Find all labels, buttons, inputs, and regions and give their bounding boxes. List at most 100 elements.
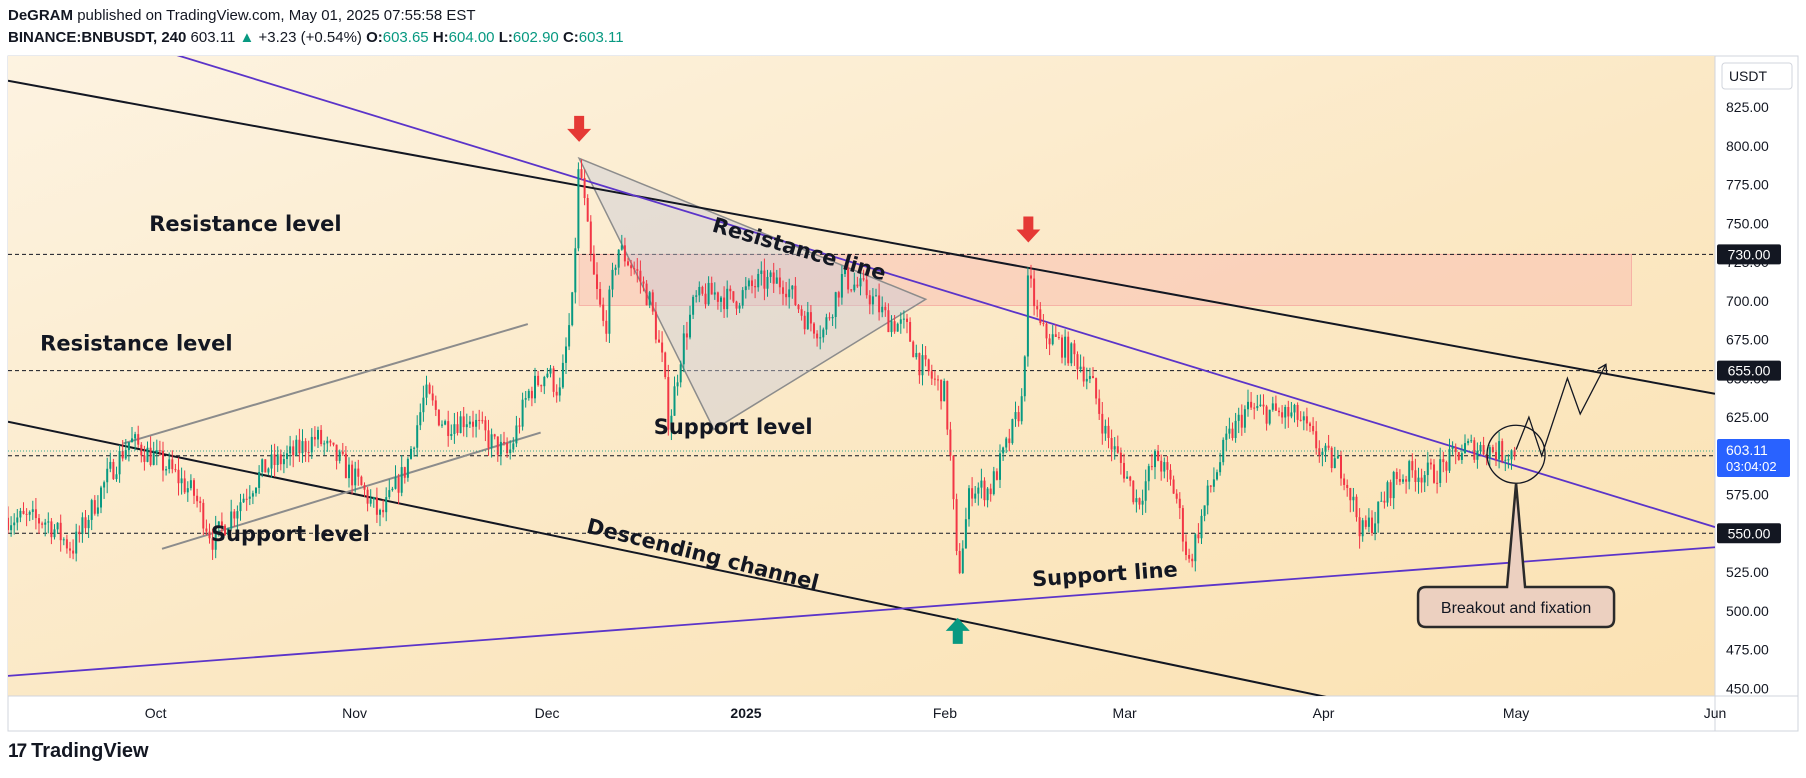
candle-body <box>496 436 499 455</box>
candle-body <box>813 323 815 334</box>
candle-body <box>1439 459 1442 483</box>
candle-body <box>1216 472 1218 480</box>
candle-body <box>230 511 233 529</box>
candle-body <box>1008 438 1011 444</box>
candle-body <box>592 253 595 275</box>
candle-body <box>332 442 335 445</box>
candle-body <box>19 510 22 518</box>
candle-body <box>270 454 273 469</box>
candle-body <box>1448 448 1451 471</box>
candle-body <box>450 434 453 437</box>
channel-lower <box>8 420 1327 696</box>
candle-body <box>59 522 62 541</box>
candle-body <box>1175 493 1178 499</box>
candle-body <box>155 450 158 453</box>
candle-body <box>1482 445 1485 455</box>
candle-body <box>227 528 230 535</box>
candle-body <box>481 420 484 422</box>
candle-body <box>1067 336 1070 364</box>
publisher-name[interactable]: DeGRAM <box>8 7 74 24</box>
candle-body <box>208 531 211 539</box>
candle-body <box>1225 433 1228 440</box>
candle-body <box>320 429 323 445</box>
candle-body <box>1017 412 1020 422</box>
channel-upper <box>8 79 1715 395</box>
candle-body <box>28 511 31 515</box>
candle-body <box>307 452 310 454</box>
price-tick-label: 450.00 <box>1726 680 1769 696</box>
candle-body <box>152 452 155 465</box>
candle-body <box>989 488 992 495</box>
candle-body <box>456 424 459 433</box>
candle-body <box>1113 446 1116 450</box>
candle-body <box>648 292 651 306</box>
candle-body <box>955 499 958 551</box>
candle-body <box>1330 447 1333 469</box>
close-label: C: <box>562 29 579 46</box>
candle-body <box>1371 517 1373 533</box>
candle-body <box>1005 438 1008 448</box>
candle-body <box>543 376 546 387</box>
candle-body <box>391 488 394 491</box>
time-tick-label: Nov <box>342 705 367 721</box>
candle-body <box>1172 479 1175 494</box>
candle-body <box>1166 462 1169 470</box>
change-up-icon: ▲ <box>239 29 255 46</box>
candle-body <box>1327 445 1330 448</box>
candle-body <box>1234 420 1237 439</box>
tradingview-logo[interactable]: 17 TradingView <box>8 740 149 763</box>
candle-body <box>692 296 695 315</box>
candle-body <box>22 510 25 514</box>
candle-body <box>413 447 416 449</box>
candle-body <box>56 522 59 530</box>
candle-body <box>896 323 899 332</box>
candle-body <box>800 309 803 316</box>
level-price-tag-text: 730.00 <box>1728 246 1771 262</box>
candle-body <box>360 476 363 486</box>
candle-body <box>1358 517 1361 537</box>
candle-body <box>704 293 707 305</box>
candle-body <box>338 451 341 461</box>
candle-body <box>642 281 645 284</box>
candle-body <box>667 377 670 430</box>
candle-body <box>980 480 983 488</box>
candle-body <box>1147 466 1150 482</box>
candle-body <box>298 439 301 454</box>
candle-body <box>1119 452 1122 463</box>
candle-body <box>38 518 40 524</box>
candle-body <box>1296 404 1299 420</box>
candle-body <box>1144 481 1147 501</box>
candle-body <box>540 385 543 387</box>
candle-body <box>893 321 896 332</box>
resistance-zone <box>578 253 1632 306</box>
time-tick-label: Jun <box>1704 705 1727 721</box>
candle-body <box>524 398 527 400</box>
candle-body <box>465 424 468 428</box>
candle-body <box>589 221 592 254</box>
low-label: L: <box>498 29 513 46</box>
candle-body <box>171 459 174 470</box>
candle-body <box>1036 306 1039 310</box>
candle-body <box>1318 448 1321 456</box>
candle-body <box>276 454 279 465</box>
candle-body <box>1374 523 1377 533</box>
candle-body <box>1057 336 1060 338</box>
candle-body <box>90 500 93 520</box>
candle-body <box>698 286 701 296</box>
candle-body <box>1361 520 1364 537</box>
candle-body <box>509 449 512 454</box>
candle-body <box>1178 498 1181 509</box>
candle-body <box>44 522 47 525</box>
symbol-label[interactable]: BINANCE:BNBUSDT, 240 <box>8 29 187 46</box>
candle-body <box>930 371 933 379</box>
last-price-tag <box>1717 438 1790 477</box>
candle-body <box>695 295 698 297</box>
candle-body <box>1290 412 1293 417</box>
candle-body <box>1259 404 1262 407</box>
candle-body <box>1402 479 1404 482</box>
candle-body <box>369 499 372 504</box>
candle-body <box>1253 407 1256 409</box>
forecast-arrowhead <box>1597 363 1608 374</box>
candle-body <box>406 458 409 478</box>
